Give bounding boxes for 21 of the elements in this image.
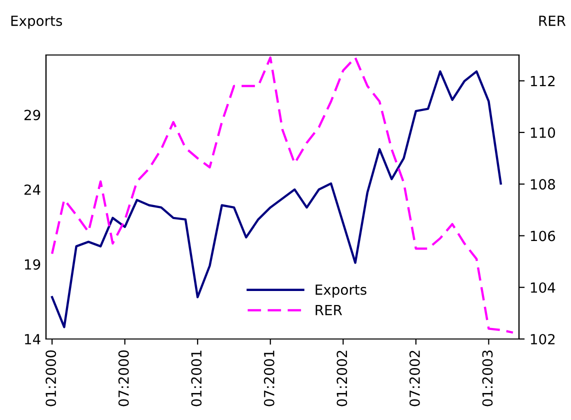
legend-label: RER — [316, 304, 342, 316]
x-tick-label: 01:2002 — [336, 350, 348, 406]
legend-label: Exports — [316, 284, 366, 298]
x-tick-label: 07:2001 — [264, 350, 274, 406]
y-tick-label: 24 — [24, 184, 40, 195]
x-tick-label: 01:2001 — [191, 350, 202, 406]
x-tick-label: 01:2003 — [482, 350, 493, 406]
y2-tick-label: 110 — [530, 127, 556, 138]
x-tick-label: 01:2000 — [46, 350, 56, 406]
y-tick-label: 14 — [24, 334, 40, 344]
y2-tick-label: 104 — [530, 282, 556, 293]
y-axis-title: Exports — [11, 16, 62, 29]
y2-tick-label: 106 — [530, 230, 556, 242]
y2-tick-label: 102 — [530, 334, 555, 344]
y2-tick-label: 112 — [530, 76, 555, 86]
y2-tick-label: 108 — [530, 179, 555, 190]
y-tick-label: 29 — [24, 110, 40, 120]
y-tick-label: 19 — [24, 259, 40, 270]
x-tick-label: 07:2000 — [118, 350, 129, 406]
y2-axis-title: RER — [539, 16, 566, 26]
x-tick-label: 07:2002 — [409, 350, 420, 406]
